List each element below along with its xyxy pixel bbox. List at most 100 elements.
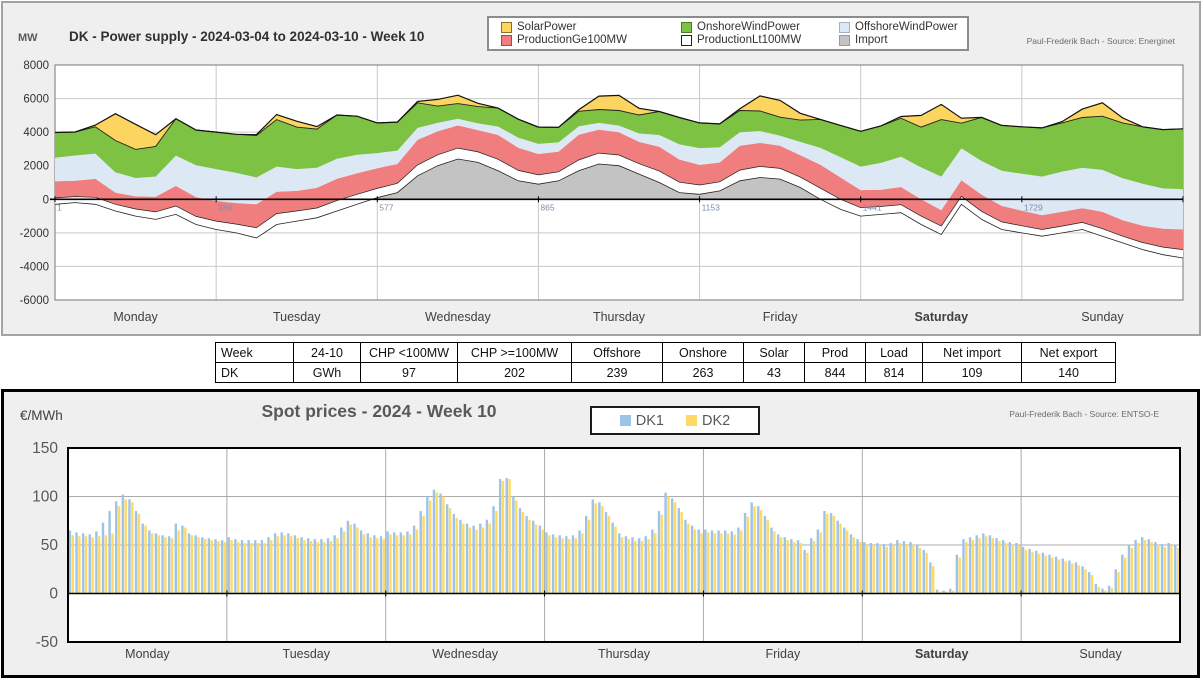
y-tick-label: 6000 [23,94,49,106]
day-label: Friday [765,647,800,661]
bar-DK2 [640,541,644,594]
bar-DK2 [515,500,518,594]
bar-DK2 [98,536,101,594]
bar-DK1 [1167,543,1170,594]
bar-DK1 [763,515,767,594]
bar-DK2 [131,502,134,594]
day-label: Wednesday [432,647,499,661]
top-legend-item: OffshoreWindPower [839,21,967,33]
area-OnshoreWindPower [55,102,1183,190]
bar-DK2 [190,535,194,594]
y-tick-label: 8000 [23,60,49,72]
bar-DK2 [852,537,855,594]
bar-DK1 [532,520,535,594]
bar-DK2 [726,533,730,594]
bar-DK2 [647,539,650,594]
bar-DK2 [845,530,849,594]
bar-DK1 [1160,544,1164,594]
bar-DK2 [554,537,558,594]
day-label: Monday [125,647,170,661]
bar-DK1 [445,504,449,594]
bar-DK2 [177,530,180,594]
bar-DK2 [1071,563,1074,594]
bar-DK2 [740,530,743,594]
boundary-line-ProductionLt100MW [54,147,1184,250]
bar-DK1 [551,534,555,594]
top-legend-item: Import [839,34,967,46]
bar-DK2 [1143,540,1147,594]
bar-DK1 [154,533,158,594]
x-tick-label: 577 [379,202,393,212]
bar-DK1 [737,527,740,594]
bar-DK2 [786,540,789,594]
bar-DK1 [1134,540,1137,594]
bar-DK1 [849,534,853,594]
bar-DK2 [223,542,227,594]
bar-DK1 [280,532,283,594]
bar-DK2 [521,512,525,594]
bar-DK2 [720,533,723,594]
bar-DK1 [373,535,376,594]
day-label: Tuesday [283,647,331,661]
bar-DK2 [1176,547,1180,594]
bar-DK2 [296,538,299,594]
bar-DK2 [237,542,240,594]
day-label: Monday [113,310,158,324]
bar-DK2 [1090,575,1094,594]
bar-DK1 [783,537,786,594]
bottom-chart-title: Spot prices - 2024 - Week 10 [261,401,497,421]
bar-DK1 [320,539,323,594]
bar-DK2 [1064,561,1067,594]
y-tick-label: -2000 [20,228,49,240]
top-legend-item: SolarPower [501,21,681,33]
bar-DK1 [201,537,204,594]
bar-DK1 [651,529,654,594]
bar-DK1 [935,589,939,594]
bar-DK1 [472,525,475,594]
bar-DK1 [452,513,455,594]
power-supply-chart: 8000 6000 4000 2000 0 -2000 -4000 -6000 1 289 577 8… [20,60,1184,324]
bar-DK2 [687,523,690,594]
bar-DK1 [770,527,773,594]
bar-DK1 [518,508,522,594]
bar-DK1 [829,512,833,594]
bar-DK2 [991,538,994,594]
y-tick-label: 4000 [23,127,49,139]
bar-DK1 [545,532,548,594]
bar-DK1 [379,536,383,594]
bar-DK1 [300,537,303,594]
bar-DK1 [1041,552,1045,594]
table-cell: 814 [865,362,923,383]
ProductionGe100MW-swatch-icon [501,34,512,46]
bar-DK1 [81,533,85,594]
bar-DK2 [587,519,591,594]
bar-DK2 [276,536,280,594]
bar-DK1 [571,535,575,594]
bar-DK2 [1037,553,1041,594]
bar-DK2 [481,527,485,594]
bar-DK1 [326,538,330,594]
bar-DK2 [1163,546,1167,594]
bar-DK2 [932,566,935,594]
bar-DK2 [660,514,664,594]
table-header-cell: 24-10 [293,342,361,363]
bar-DK1 [254,540,257,594]
bar-DK1 [386,531,389,594]
bar-DK2 [475,529,478,594]
table-cell: 109 [922,362,1022,383]
bar-DK2 [773,531,776,594]
bar-DK2 [111,533,114,594]
bar-DK2 [124,499,127,594]
bar-DK2 [468,527,472,594]
bar-DK1 [684,519,687,594]
bar-DK1 [340,527,343,594]
bar-DK2 [607,515,611,594]
bar-DK2 [210,540,213,594]
bar-DK1 [412,525,416,594]
bar-DK1 [776,534,780,594]
bar-DK2 [336,538,339,594]
bottom-y-axis-unit: €/MWh [20,408,63,423]
bar-DK1 [1028,548,1031,594]
top-legend-item: ProductionGe100MW [501,34,681,46]
bar-DK1 [75,532,78,594]
